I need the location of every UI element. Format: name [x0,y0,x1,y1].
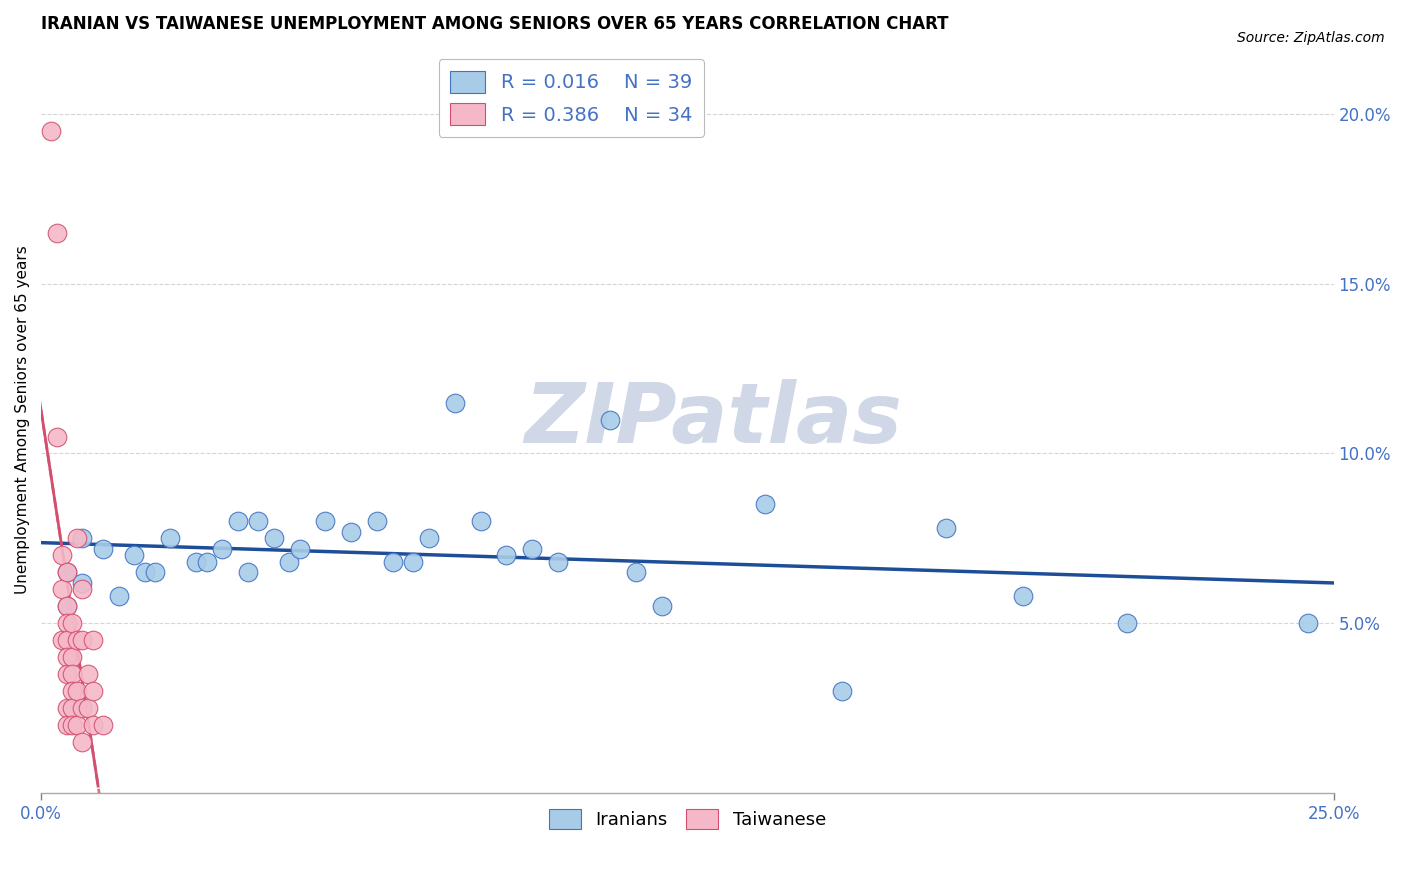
Point [1296,616,1319,631]
Point [56,566,79,580]
Point [226,515,249,529]
Point [831,684,853,698]
Point [66,633,89,648]
Point [402,555,425,569]
Point [418,532,440,546]
Text: Source: ZipAtlas.com: Source: ZipAtlas.com [1237,31,1385,45]
Point [72,532,94,546]
Point [60,650,83,665]
Point [56,599,79,614]
Point [314,515,336,529]
Point [443,395,465,409]
Point [495,549,517,563]
Point [107,589,129,603]
Point [56,718,79,732]
Point [56,566,79,580]
Point [51,582,73,597]
Point [56,650,79,665]
Point [76,701,98,715]
Point [45,429,67,443]
Point [72,735,94,749]
Y-axis label: Unemployment Among Seniors over 65 years: Unemployment Among Seniors over 65 years [15,245,30,594]
Point [366,515,388,529]
Point [72,701,94,715]
Point [599,412,621,426]
Point [340,524,363,539]
Point [211,541,233,556]
Point [41,123,63,137]
Point [91,541,114,556]
Point [45,226,67,240]
Point [72,633,94,648]
Point [1012,589,1035,603]
Point [186,555,208,569]
Text: ZIPatlas: ZIPatlas [524,379,903,460]
Legend: Iranians, Taiwanese: Iranians, Taiwanese [541,801,834,837]
Point [60,667,83,681]
Point [143,566,166,580]
Point [381,555,404,569]
Point [935,521,957,535]
Point [60,684,83,698]
Point [82,718,104,732]
Point [76,667,98,681]
Point [278,555,301,569]
Point [1115,616,1137,631]
Point [82,633,104,648]
Point [51,633,73,648]
Point [56,667,79,681]
Point [624,566,647,580]
Point [66,684,89,698]
Point [236,566,259,580]
Point [66,532,89,546]
Text: IRANIAN VS TAIWANESE UNEMPLOYMENT AMONG SENIORS OVER 65 YEARS CORRELATION CHART: IRANIAN VS TAIWANESE UNEMPLOYMENT AMONG … [41,15,949,33]
Point [754,498,776,512]
Point [56,633,79,648]
Point [72,575,94,590]
Point [66,718,89,732]
Point [60,701,83,715]
Point [522,541,544,556]
Point [122,549,145,563]
Point [60,616,83,631]
Point [263,532,285,546]
Point [195,555,218,569]
Point [288,541,311,556]
Point [91,718,114,732]
Point [247,515,270,529]
Point [159,532,181,546]
Point [51,549,73,563]
Point [60,718,83,732]
Point [56,701,79,715]
Point [56,599,79,614]
Point [82,684,104,698]
Point [72,582,94,597]
Point [651,599,673,614]
Point [470,515,492,529]
Point [134,566,156,580]
Point [56,616,79,631]
Point [547,555,569,569]
